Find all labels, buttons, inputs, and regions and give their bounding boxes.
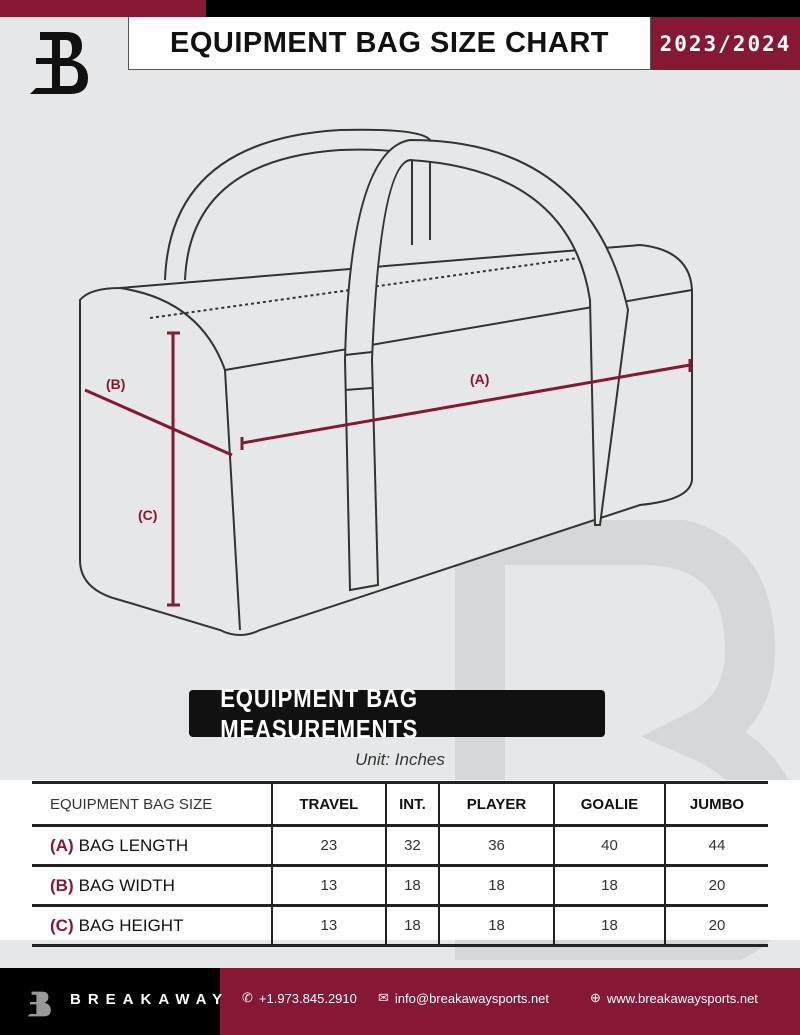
globe-icon: ⊕ — [590, 990, 601, 1005]
row-key: (C) — [50, 915, 74, 935]
row-name: BAG LENGTH — [78, 835, 189, 855]
column-header: JUMBO — [664, 782, 768, 826]
cell: 20 — [664, 865, 768, 906]
section-title-box: EQUIPMENT BAG MEASUREMENTS — [189, 683, 605, 744]
phone-text: +1.973.845.2910 — [258, 990, 357, 1006]
row-label: (B) BAG WIDTH — [32, 866, 272, 906]
table-row: (A) BAG LENGTH 23 32 36 40 44 — [32, 825, 768, 866]
cell: 13 — [271, 865, 386, 906]
page-title-box: EQUIPMENT BAG SIZE CHART — [128, 17, 651, 70]
cell: 18 — [552, 905, 665, 946]
top-accent-bar — [0, 0, 206, 17]
cell: 18 — [384, 865, 440, 906]
unit-label: Unit: Inches — [355, 750, 445, 769]
bag-diagram: (A) (B) (C) — [79, 128, 693, 636]
row-key: (B) — [50, 875, 74, 895]
season-box: 2023/2024 — [651, 17, 800, 70]
email-text: info@breakawaysports.net — [394, 990, 550, 1006]
row-label: (A) BAG LENGTH — [32, 826, 272, 866]
mail-icon: ✉ — [378, 990, 389, 1005]
footer-website[interactable]: ⊕ www.breakawaysports.net — [590, 990, 758, 1006]
footer-logo — [27, 991, 51, 1017]
label-b: (B) — [106, 376, 125, 392]
cell: 18 — [438, 905, 554, 946]
cell: 18 — [384, 905, 440, 946]
cell: 23 — [271, 825, 386, 866]
breakaway-logo — [30, 32, 88, 94]
page-title: EQUIPMENT BAG SIZE CHART — [170, 26, 609, 59]
footer-phone[interactable]: ✆ +1.973.845.2910 — [242, 990, 357, 1006]
cell: 40 — [552, 825, 665, 866]
cell: 20 — [664, 905, 768, 946]
row-key: (A) — [50, 835, 74, 855]
table-row: (B) BAG WIDTH 13 18 18 18 20 — [32, 865, 768, 906]
season-label: 2023/2024 — [659, 31, 792, 56]
corner-header: EQUIPMENT BAG SIZE — [50, 795, 213, 813]
section-title: EQUIPMENT BAG MEASUREMENTS — [220, 682, 419, 744]
column-header: INT. — [384, 782, 440, 826]
row-label: (C) BAG HEIGHT — [32, 906, 272, 946]
footer-contact-area — [220, 968, 800, 1035]
label-c: (C) — [138, 507, 157, 523]
label-a: (A) — [470, 371, 489, 387]
size-table: EQUIPMENT BAG SIZE TRAVEL INT. PLAYER GO… — [32, 781, 768, 947]
table-row: (C) BAG HEIGHT 13 18 18 18 20 — [32, 905, 768, 946]
column-header: TRAVEL — [271, 782, 386, 826]
cell: 13 — [271, 905, 386, 946]
cell: 36 — [438, 825, 554, 866]
website-text: www.breakawaysports.net — [606, 990, 758, 1006]
top-black-bar — [206, 0, 800, 17]
table-header-row: EQUIPMENT BAG SIZE TRAVEL INT. PLAYER GO… — [32, 782, 768, 826]
row-name: BAG HEIGHT — [78, 915, 184, 935]
footer-email[interactable]: ✉ info@breakawaysports.net — [378, 990, 549, 1006]
cell: 44 — [664, 825, 768, 866]
cell: 18 — [552, 865, 665, 906]
column-header: GOALIE — [552, 782, 665, 826]
footer-brand-name: BREAKAWAY — [70, 991, 230, 1008]
cell: 32 — [384, 825, 440, 866]
column-header: PLAYER — [438, 782, 554, 826]
row-name: BAG WIDTH — [78, 875, 175, 895]
cell: 18 — [438, 865, 554, 906]
phone-icon: ✆ — [242, 990, 253, 1005]
